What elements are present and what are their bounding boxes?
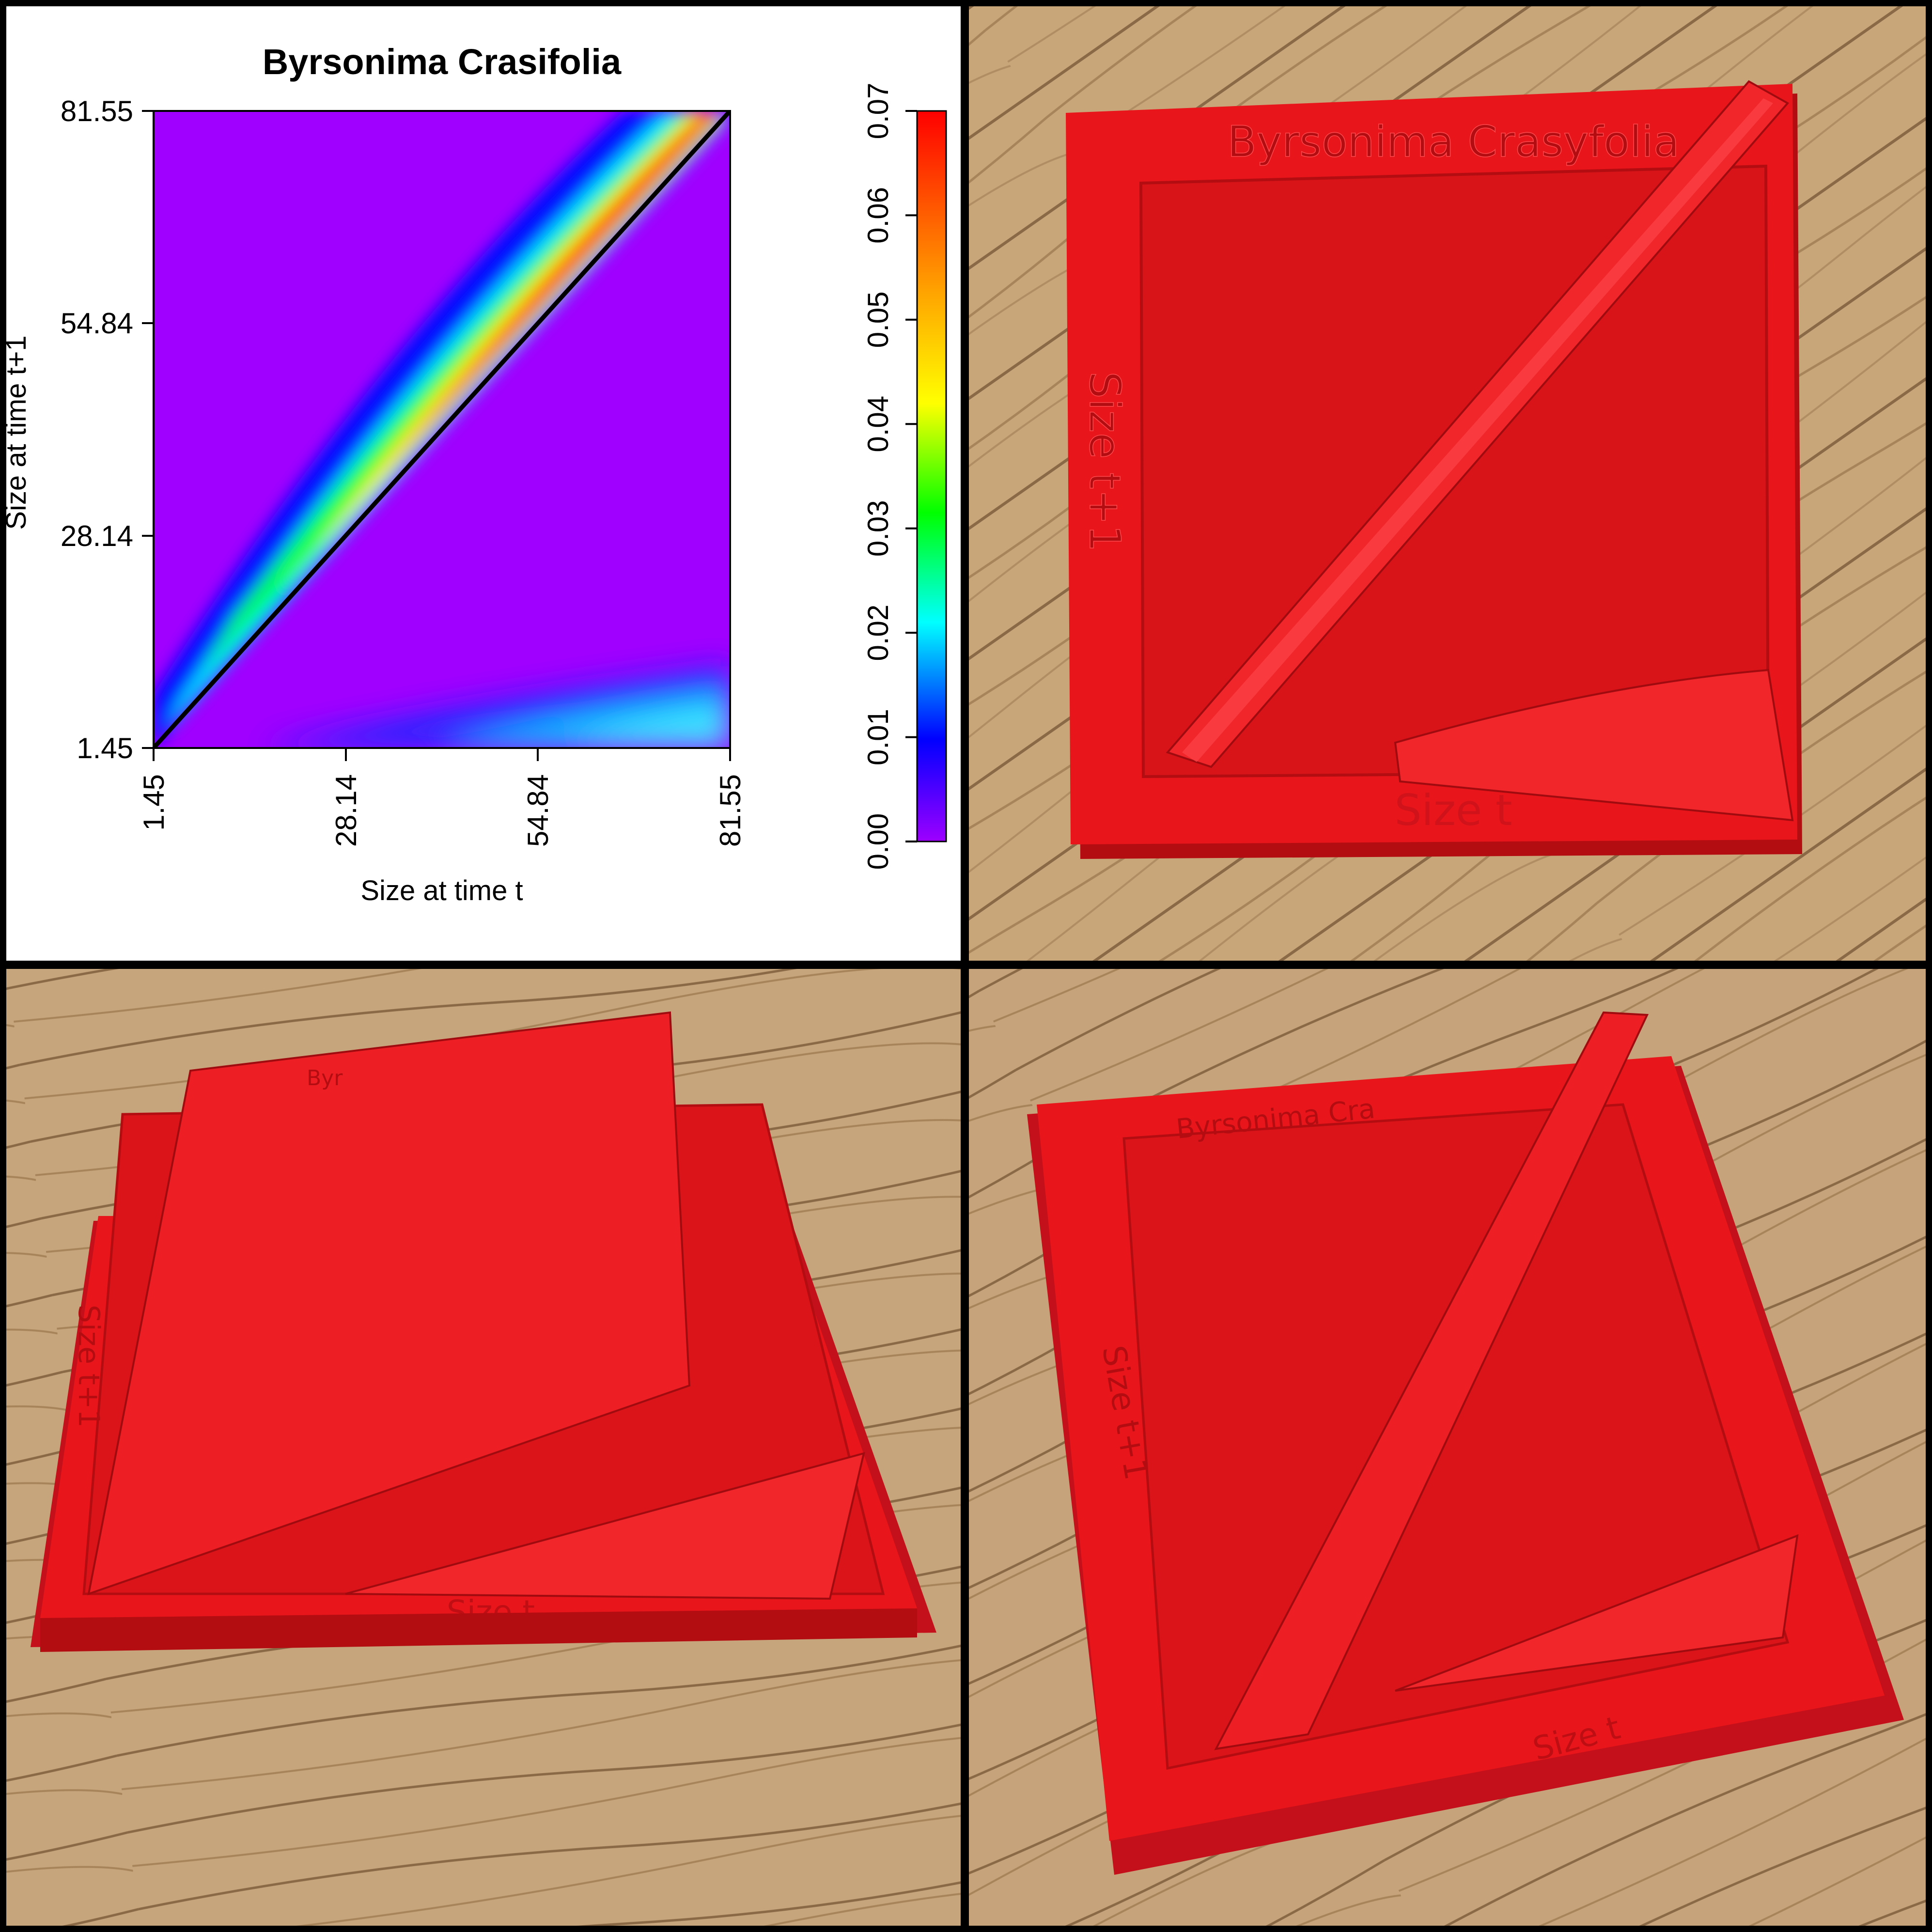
y-axis: 1.45 28.14 54.84 81.55 Size at time t+1 — [6, 95, 154, 764]
colorbar: 0.00 0.01 0.02 0.03 0.04 0.05 0.06 0.07 — [862, 83, 947, 870]
colorbar-gradient — [916, 110, 947, 842]
photo-image: Byrsonima Crasyfolia Size t+1 Size t — [969, 6, 1926, 961]
colorbar-tick-label: 0.06 — [862, 187, 894, 244]
y-tick-label: 81.55 — [61, 95, 133, 127]
plot-recess — [1122, 1103, 1790, 1770]
embossed-title: Byr — [307, 1066, 343, 1091]
embossed-y-label: Size t+1 — [1080, 372, 1130, 552]
secondary-density-model — [345, 1452, 865, 1600]
x-tick-label: 28.14 — [330, 774, 362, 847]
photo-image: Byrsonima Cra Size t+1 Size t — [969, 969, 1926, 1926]
colorbar-tick-label: 0.05 — [862, 291, 894, 348]
y-tick-label: 28.14 — [61, 520, 133, 552]
density-ridge-model — [1214, 1011, 1649, 1750]
photo-top-view: Byrsonima Crasyfolia Size t+1 Size t — [969, 6, 1926, 961]
embossed-title: Byrsonima Crasyfolia — [1227, 117, 1679, 167]
identity-line — [154, 111, 730, 748]
secondary-density-model — [1395, 1534, 1799, 1692]
secondary-density-model — [1394, 669, 1794, 822]
x-tick-label: 1.45 — [138, 774, 170, 831]
colorbar-tick-label: 0.00 — [862, 813, 894, 870]
x-tick-label: 54.84 — [522, 774, 554, 847]
heatmap-chart: Byrsonima Crasifolia — [6, 42, 947, 906]
colorbar-tick-label: 0.07 — [862, 83, 894, 140]
colorbar-tick-label: 0.04 — [862, 396, 894, 452]
embossed-x-label: Size t — [447, 1593, 535, 1631]
chart-panel: Byrsonima Crasifolia — [6, 6, 961, 961]
density-ridge-model — [87, 1011, 691, 1596]
y-tick-label: 1.45 — [77, 732, 133, 764]
photo-image: Byr Size t+1 Size t — [6, 969, 961, 1926]
x-axis: 1.45 28.14 54.84 81.55 Size at time t — [138, 748, 747, 906]
x-tick-label: 81.55 — [714, 774, 747, 847]
plot-frame — [153, 110, 731, 749]
secondary-density — [258, 665, 730, 748]
y-axis-label: Size at time t+1 — [6, 335, 32, 530]
colorbar-tick-label: 0.03 — [862, 500, 894, 557]
embossed-y-label: Size t+1 — [72, 1305, 106, 1428]
x-axis-label: Size at time t — [360, 875, 523, 906]
colorbar-tick-label: 0.01 — [862, 709, 894, 765]
photo-angled-view-1: Byr Size t+1 Size t — [6, 969, 961, 1926]
colorbar-tick-label: 0.02 — [862, 605, 894, 661]
chart-title: Byrsonima Crasifolia — [263, 42, 622, 82]
photo-angled-view-2: Byrsonima Cra Size t+1 Size t — [969, 969, 1926, 1926]
embossed-x-label: Size t — [1394, 785, 1512, 835]
y-tick-label: 54.84 — [61, 307, 133, 340]
colorbar-ticks: 0.00 0.01 0.02 0.03 0.04 0.05 0.06 0.07 — [862, 83, 917, 870]
heatmap-area — [154, 111, 730, 748]
